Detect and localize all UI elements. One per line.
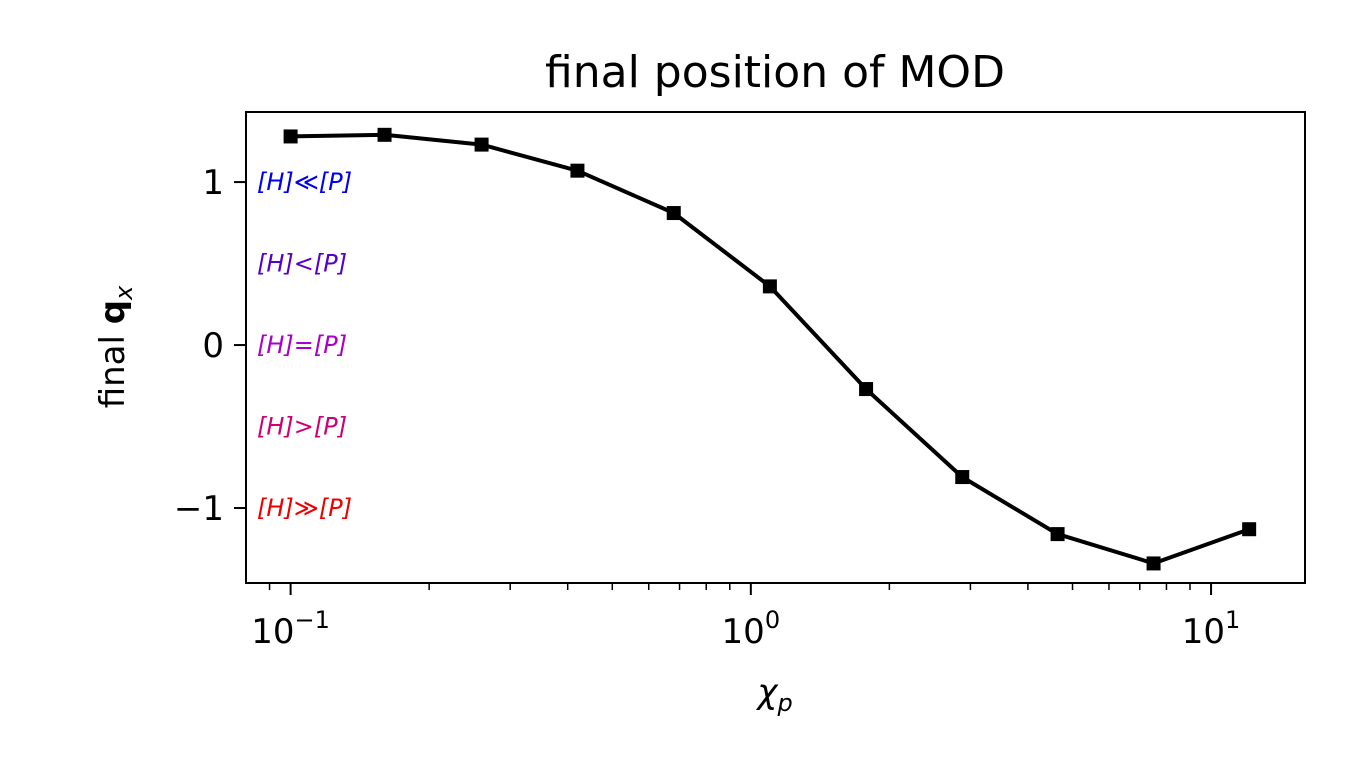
data-point	[570, 163, 585, 178]
plot-frame	[245, 111, 1306, 584]
x-tick-label: 101	[1182, 606, 1241, 652]
data-point	[955, 470, 970, 485]
data-point	[859, 382, 874, 397]
data-point	[666, 206, 681, 221]
data-point	[762, 279, 777, 294]
annotations: [H]≪[P] [H]<[P] [H]=[P] [H]>[P] [H]≫[P]	[257, 168, 352, 522]
x-minor-ticks	[268, 583, 1191, 590]
data-point	[283, 129, 298, 144]
data-point	[1242, 522, 1257, 537]
series-markers	[283, 127, 1257, 571]
annotation-label: [H]≪[P]	[257, 168, 352, 196]
x-axis-label: χp	[755, 672, 792, 717]
chart-title: final position of MOD	[545, 47, 1005, 98]
x-ticks: 10−1 100 101	[251, 583, 1240, 652]
annotation-label: [H]≫[P]	[257, 494, 352, 522]
y-axis-label: final qx	[93, 285, 138, 408]
annotation-label: [H]<[P]	[257, 250, 347, 278]
y-tick-label: 0	[202, 326, 224, 366]
x-tick-label: 10−1	[251, 606, 330, 652]
y-ticks: 1 0 −1	[174, 163, 246, 529]
x-tick-label: 100	[722, 606, 781, 652]
data-point	[1146, 556, 1161, 571]
data-point	[474, 137, 489, 152]
y-tick-label: 1	[202, 163, 224, 203]
annotation-label: [H]>[P]	[257, 413, 347, 441]
y-tick-label: −1	[174, 489, 224, 529]
data-point	[377, 127, 392, 142]
data-point	[1050, 527, 1065, 542]
annotation-label: [H]=[P]	[257, 331, 347, 359]
